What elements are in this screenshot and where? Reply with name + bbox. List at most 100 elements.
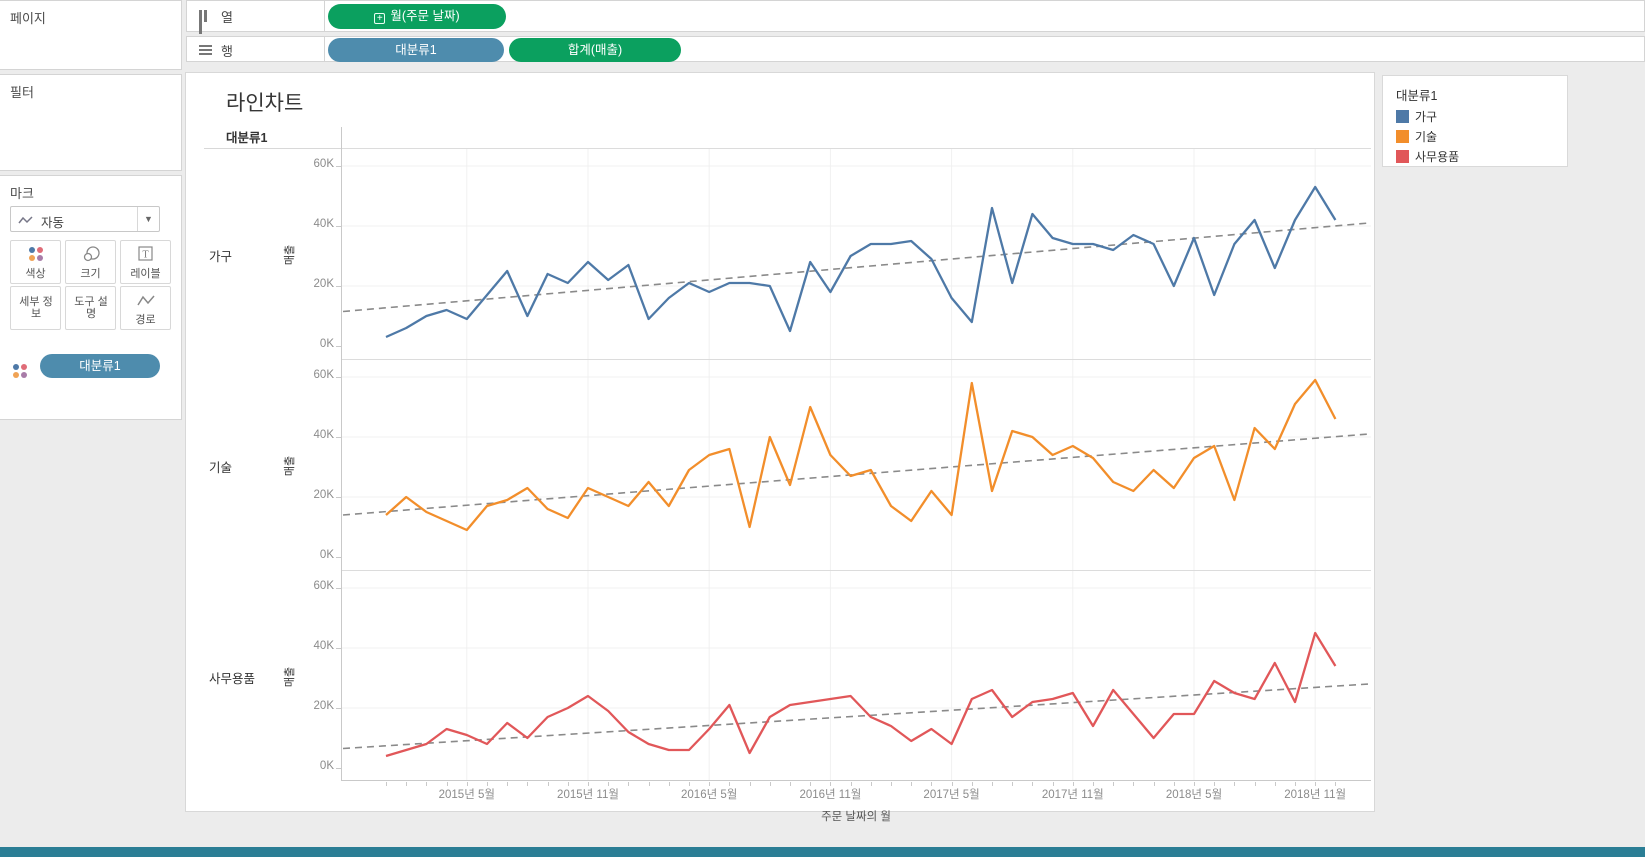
row-field-header: 대분류1 xyxy=(226,131,268,145)
path-button[interactable]: 경로 xyxy=(120,286,171,330)
x-axis-minor-tick xyxy=(426,782,428,786)
x-axis-minor-tick xyxy=(1153,782,1155,786)
x-axis-minor-tick xyxy=(870,782,872,786)
columns-shelf-label: 열 xyxy=(221,10,233,25)
x-axis-minor-tick xyxy=(507,782,509,786)
x-axis-tick-label: 2016년 5월 xyxy=(681,789,738,801)
row-header-사무용품: 사무용품 xyxy=(209,672,256,686)
marks-pill-category[interactable]: 대분류1 xyxy=(40,354,160,378)
x-axis-tick-label: 2017년 5월 xyxy=(923,789,980,801)
pill-month-order-date[interactable]: + 월(주문 날짜) xyxy=(328,4,506,29)
size-button[interactable]: 크기 xyxy=(65,240,116,284)
x-axis-minor-tick xyxy=(931,782,933,786)
filters-shelf[interactable]: 필터 xyxy=(0,74,182,171)
x-axis-tick-label: 2017년 11월 xyxy=(1041,789,1104,801)
legend-swatch-furniture xyxy=(1396,110,1409,123)
y-axis-tick xyxy=(336,226,341,227)
x-axis-minor-tick xyxy=(1234,782,1236,786)
label-button[interactable]: T 레이블 xyxy=(120,240,171,284)
x-axis-tick-label: 2015년 5월 xyxy=(438,789,495,801)
x-axis-minor-tick xyxy=(1295,782,1296,786)
pages-shelf-label: 페이지 xyxy=(10,11,46,26)
x-axis-minor-tick xyxy=(1113,782,1115,786)
x-axis-minor-tick xyxy=(406,782,408,786)
color-button[interactable]: 색상 xyxy=(10,240,61,284)
y-axis-tick xyxy=(336,708,341,709)
y-axis-tick-label: 20K xyxy=(313,489,334,501)
legend-item[interactable]: 사무용품 xyxy=(1396,148,1459,168)
x-axis-minor-tick xyxy=(729,782,731,786)
y-axis-tick-label: 0K xyxy=(319,760,334,772)
series-line-기술[interactable] xyxy=(385,378,1337,532)
x-axis-minor-tick xyxy=(1032,782,1034,786)
x-axis-minor-tick xyxy=(487,782,488,786)
color-legend: 대분류1 가구 기술 사무용품 xyxy=(1382,75,1568,167)
x-axis-minor-tick xyxy=(1335,782,1337,786)
y-axis-title: 매출 xyxy=(284,666,296,688)
series-line-사무용품[interactable] xyxy=(385,631,1337,758)
marks-card: 마크 자동 ▼ 색상 크기 T 레이블 세부 정보 도구 설명 xyxy=(0,175,182,420)
y-axis-tick xyxy=(336,377,341,378)
marks-card-label: 마크 xyxy=(10,186,34,201)
x-axis-minor-tick xyxy=(1315,782,1317,786)
x-axis-minor-tick xyxy=(891,782,892,786)
x-axis-tick-label: 2016년 11월 xyxy=(799,789,862,801)
worksheet-view: 라인차트 대분류1 0K 20K 40K 60K 가구 매출 0K 20K 40K 60K 기술 매출… xyxy=(185,72,1375,823)
x-axis-tick-label: 2015년 11월 xyxy=(557,789,619,801)
y-axis-tick xyxy=(336,588,341,589)
color-dots-icon xyxy=(12,363,28,379)
detail-button[interactable]: 세부 정보 xyxy=(10,286,61,330)
x-axis-minor-tick xyxy=(608,782,610,786)
x-axis-minor-tick xyxy=(628,782,630,786)
line-chart-plot[interactable] xyxy=(341,148,1371,781)
mark-type-dropdown[interactable]: 자동 ▼ xyxy=(10,206,160,232)
y-axis-tick xyxy=(336,286,341,287)
x-axis-minor-tick xyxy=(567,782,569,786)
tooltip-button[interactable]: 도구 설명 xyxy=(65,286,116,330)
plus-box-icon[interactable]: + xyxy=(374,13,386,24)
y-axis-tick xyxy=(336,497,341,498)
x-axis-minor-tick xyxy=(749,782,751,786)
y-axis-tick xyxy=(336,166,341,167)
x-axis-minor-tick xyxy=(830,782,832,786)
x-axis-minor-tick xyxy=(386,782,387,786)
x-axis-minor-tick xyxy=(951,782,953,786)
x-axis-minor-tick xyxy=(1254,782,1256,786)
text-label-icon: T xyxy=(137,246,153,261)
axis-line xyxy=(341,127,342,148)
svg-text:T: T xyxy=(142,250,148,261)
x-axis-minor-tick xyxy=(850,782,852,786)
pill-sum-sales[interactable]: 합계(매출) xyxy=(509,38,681,62)
pill-category1[interactable]: 대분류1 xyxy=(328,38,504,62)
columns-shelf[interactable]: 열 + 월(주문 날짜) xyxy=(186,0,1645,34)
size-circles-icon xyxy=(83,246,100,262)
filters-shelf-label: 필터 xyxy=(10,85,34,100)
y-axis-tick-label: 20K xyxy=(313,278,334,290)
x-axis-minor-tick xyxy=(911,782,913,786)
series-line-가구[interactable] xyxy=(385,185,1337,339)
pages-shelf[interactable]: 페이지 xyxy=(0,0,182,70)
y-axis-tick-label: 40K xyxy=(313,218,334,230)
columns-shelf-header: 열 xyxy=(187,1,325,34)
y-axis-tick-label: 60K xyxy=(313,369,334,381)
x-axis-tick-label: 2018년 11월 xyxy=(1284,789,1347,801)
y-axis-title: 매출 xyxy=(284,455,296,477)
legend-item[interactable]: 가구 xyxy=(1396,108,1437,128)
y-axis-tick-label: 40K xyxy=(313,640,334,652)
x-axis-title: 주문 날짜의 월 xyxy=(821,811,891,823)
x-axis-minor-tick xyxy=(1214,782,1216,786)
x-axis-minor-tick xyxy=(466,782,468,786)
x-axis-minor-tick xyxy=(1072,782,1074,786)
legend-item[interactable]: 기술 xyxy=(1396,128,1437,148)
y-axis-tick-label: 0K xyxy=(319,549,334,561)
rows-shelf[interactable]: 행 대분류1 합계(매출) xyxy=(186,36,1645,62)
y-axis-tick-label: 40K xyxy=(313,429,334,441)
y-axis-title: 매출 xyxy=(284,244,296,266)
x-axis-minor-tick xyxy=(992,782,993,786)
x-axis-minor-tick xyxy=(446,782,448,786)
sheet-title: 라인차트 xyxy=(226,92,304,115)
legend-swatch-office xyxy=(1396,150,1409,163)
x-axis-minor-tick xyxy=(689,782,690,786)
y-axis-tick xyxy=(336,648,341,649)
chevron-down-icon[interactable]: ▼ xyxy=(137,207,159,231)
